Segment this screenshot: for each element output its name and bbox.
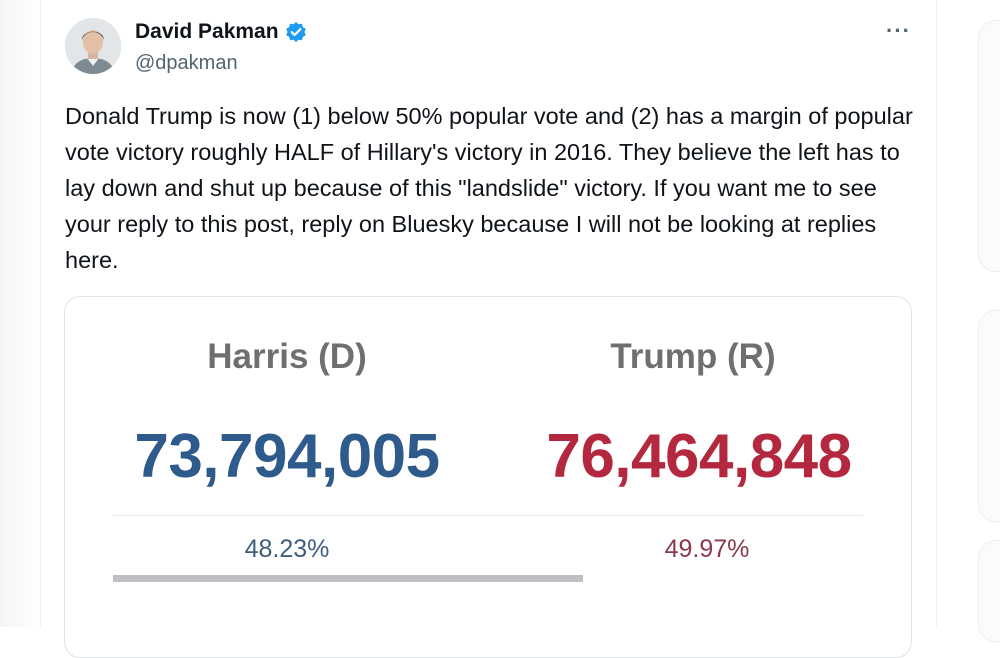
left-sidebar-edge <box>0 0 40 627</box>
verified-badge-icon <box>285 21 307 43</box>
more-options-icon[interactable]: ··· <box>886 18 911 43</box>
vote-share-bar <box>113 575 583 582</box>
harris-label: Harris (D) <box>207 337 367 376</box>
trump-votes: 76,464,848 <box>546 422 852 491</box>
sidebar-card <box>978 310 1000 522</box>
trump-label: Trump (R) <box>610 337 776 376</box>
post-media-image[interactable]: Harris (D) Trump (R) 73,794,005 76,464,8… <box>64 296 912 658</box>
sidebar-card <box>978 20 1000 272</box>
author-avatar[interactable] <box>65 18 121 74</box>
author-handle[interactable]: @dpakman <box>135 52 238 74</box>
profile-photo-icon <box>65 18 121 74</box>
harris-votes: 73,794,005 <box>134 422 440 491</box>
trump-percent: 49.97% <box>664 535 750 563</box>
harris-percent: 48.23% <box>244 535 330 563</box>
author-name-row: David Pakman <box>135 20 307 44</box>
divider <box>113 515 863 516</box>
author-display-name[interactable]: David Pakman <box>135 20 279 43</box>
right-sidebar-edge <box>958 0 1000 642</box>
post-text: Donald Trump is now (1) below 50% popula… <box>65 103 913 273</box>
post-card: David Pakman @dpakman ··· Donald Trump i… <box>40 0 937 658</box>
